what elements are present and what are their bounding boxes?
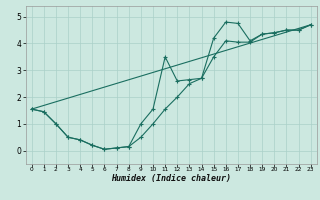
X-axis label: Humidex (Indice chaleur): Humidex (Indice chaleur)	[111, 174, 231, 183]
